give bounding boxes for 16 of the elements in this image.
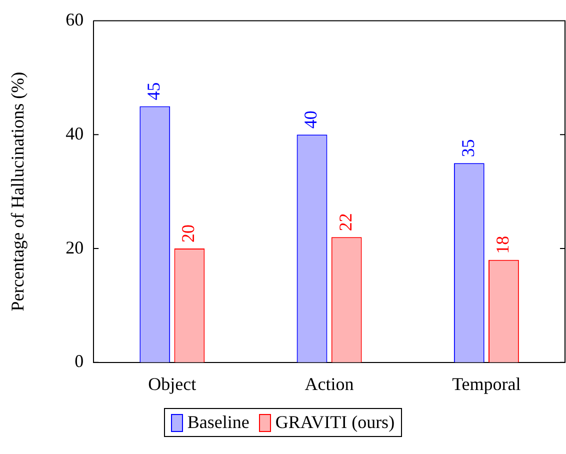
x-tick-label: Action: [304, 374, 354, 394]
data-label: 22: [335, 213, 356, 232]
y-axis-title: Percentage of Hallucinations (%): [8, 72, 28, 312]
data-label: 20: [178, 224, 198, 243]
legend-label: GRAVITI (ours): [275, 412, 395, 433]
data-label: 35: [458, 139, 478, 158]
data-label: 45: [144, 82, 164, 100]
x-tick-label: Temporal: [452, 374, 521, 394]
y-tick-label: 20: [66, 237, 84, 258]
x-tick-label: Object: [148, 374, 196, 394]
y-tick-label: 60: [66, 10, 84, 30]
data-label: 40: [300, 110, 321, 129]
y-tick-label: 0: [74, 351, 84, 372]
y-tick-label: 40: [66, 123, 84, 144]
legend-label: Baseline: [187, 412, 250, 433]
data-label: 18: [492, 236, 512, 254]
